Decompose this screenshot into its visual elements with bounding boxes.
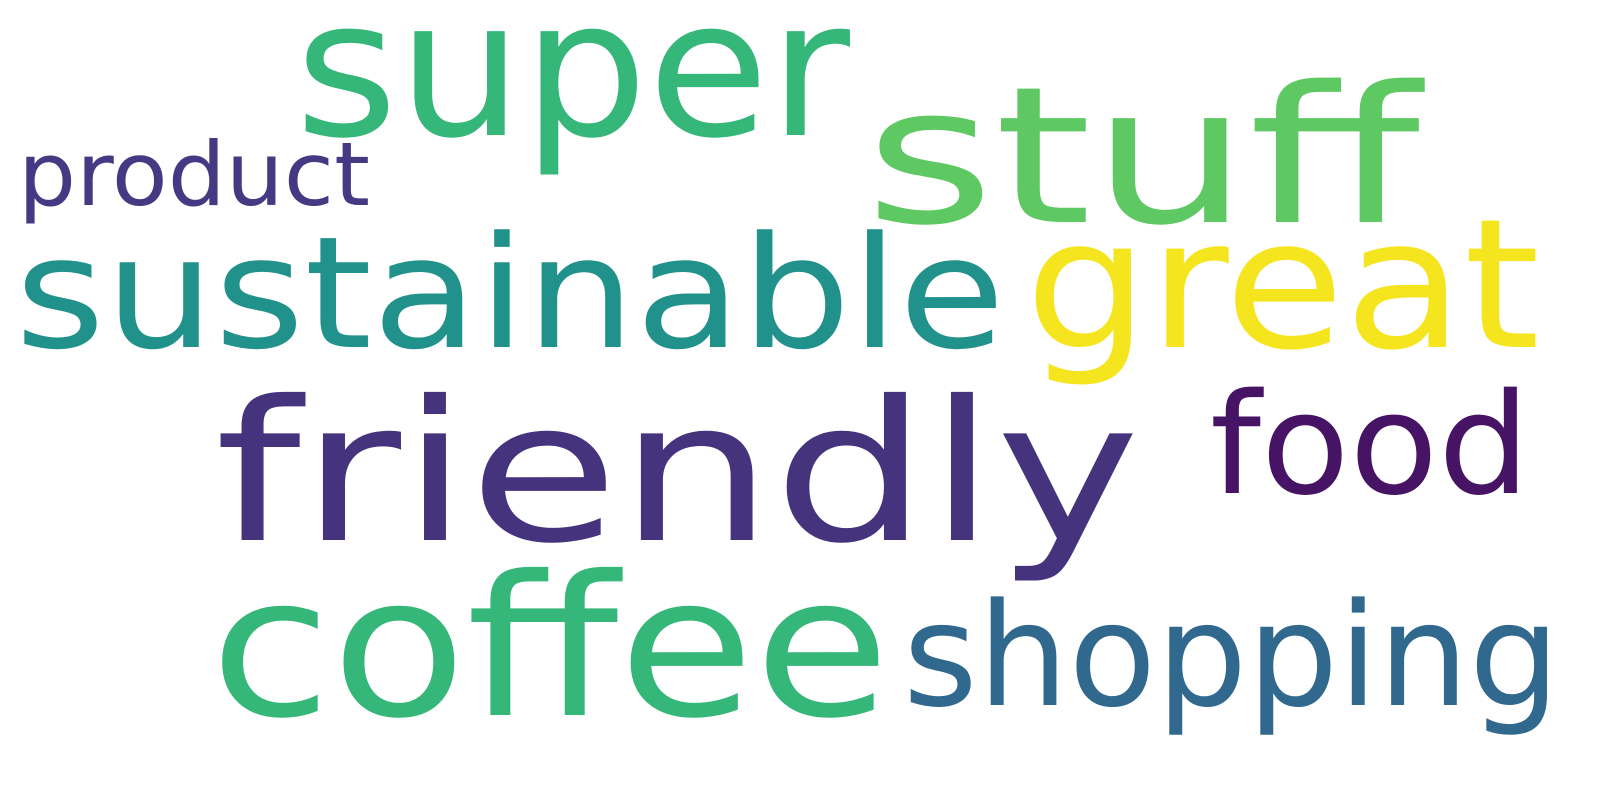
- word: friendly: [215, 359, 1140, 586]
- word: coffee: [210, 534, 890, 761]
- word: food: [1210, 364, 1530, 527]
- word: super: [295, 0, 851, 180]
- word: stuff: [865, 46, 1425, 267]
- word: sustainable: [15, 203, 1005, 384]
- word: product: [18, 123, 370, 226]
- word: shopping: [903, 572, 1560, 739]
- word: great: [1025, 181, 1540, 390]
